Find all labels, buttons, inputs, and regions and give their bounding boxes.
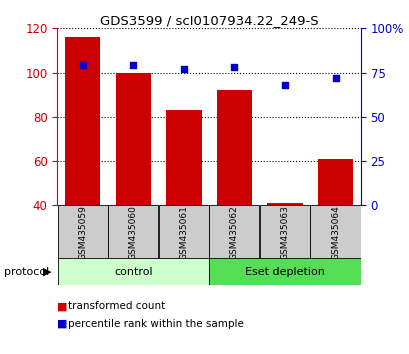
Bar <box>216 90 252 205</box>
Bar <box>58 258 208 285</box>
Bar <box>209 205 259 260</box>
Point <box>79 63 86 68</box>
Text: GSM435063: GSM435063 <box>280 205 289 260</box>
Title: GDS3599 / scI0107934.22_249-S: GDS3599 / scI0107934.22_249-S <box>99 14 318 27</box>
Text: protocol: protocol <box>4 267 49 277</box>
Text: control: control <box>114 267 152 277</box>
Text: transformed count: transformed count <box>67 301 164 311</box>
Text: GSM435062: GSM435062 <box>229 205 238 260</box>
Bar <box>259 205 309 260</box>
Bar <box>108 205 158 260</box>
Bar <box>58 205 108 260</box>
Bar <box>310 205 360 260</box>
Point <box>180 66 187 72</box>
Text: ■: ■ <box>57 319 71 329</box>
Text: GSM435060: GSM435060 <box>128 205 137 260</box>
Text: GSM435064: GSM435064 <box>330 205 339 260</box>
Point <box>331 75 338 81</box>
Bar <box>65 37 100 205</box>
Bar <box>209 258 360 285</box>
Bar <box>115 73 151 205</box>
Text: percentile rank within the sample: percentile rank within the sample <box>67 319 243 329</box>
Text: ▶: ▶ <box>43 267 51 277</box>
Bar <box>158 205 208 260</box>
Text: GSM435061: GSM435061 <box>179 205 188 260</box>
Point <box>281 82 288 88</box>
Text: GSM435059: GSM435059 <box>78 205 87 260</box>
Text: ■: ■ <box>57 301 71 311</box>
Bar <box>317 159 353 205</box>
Bar <box>267 203 302 205</box>
Point <box>231 64 237 70</box>
Text: Eset depletion: Eset depletion <box>245 267 324 277</box>
Bar <box>166 110 201 205</box>
Point <box>130 63 136 68</box>
